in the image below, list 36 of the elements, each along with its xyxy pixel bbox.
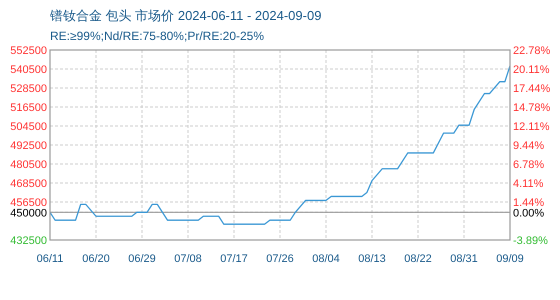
- y-tick-label: 540500: [10, 64, 47, 76]
- x-tick-label: 07/17: [220, 253, 248, 265]
- y2-tick-label: 14.78%: [513, 102, 551, 114]
- x-tick-label: 08/22: [404, 253, 432, 265]
- chart-subtitle: RE:≥99%;Nd/RE:75-80%;Pr/RE:20-25%: [50, 29, 264, 43]
- y2-tick-label: 6.78%: [513, 158, 544, 171]
- y-tick-label: 480500: [10, 159, 47, 171]
- y-tick-label: 528500: [10, 83, 47, 95]
- chart-title: 镨钕合金 包头 市场价 2024-06-11 - 2024-09-09: [49, 8, 322, 23]
- y-tick-label: 552500: [10, 45, 47, 57]
- y-tick-label: 468500: [10, 178, 47, 190]
- x-tick-label: 08/13: [358, 253, 386, 265]
- x-tick-label: 06/20: [82, 253, 110, 265]
- y-tick-label: 504500: [10, 121, 47, 133]
- y2-tick-label: 9.44%: [513, 140, 544, 152]
- line-series: [49, 65, 511, 225]
- y2-tick-label: 17.44%: [513, 83, 551, 96]
- y2-tick-label: -3.89%: [513, 235, 548, 247]
- y-tick-label: 450000: [10, 207, 47, 220]
- x-tick-label: 06/29: [128, 253, 156, 265]
- y-tick-label: 456500: [10, 197, 47, 209]
- x-tick-label: 09/09: [496, 253, 524, 265]
- x-tick-label: 07/08: [174, 253, 202, 265]
- x-tick-label: 08/31: [450, 253, 478, 265]
- y-tick-label: 516500: [10, 102, 47, 114]
- y2-tick-label: 22.78%: [513, 45, 551, 57]
- y-tick-label: 432500: [10, 235, 47, 247]
- y2-tick-label: 4.11%: [513, 178, 544, 190]
- x-tick-label: 06/11: [36, 253, 64, 265]
- y2-tick-label: 0.00%: [513, 207, 544, 220]
- x-tick-label: 07/26: [266, 253, 294, 265]
- y2-tick-label: 1.44%: [513, 197, 544, 210]
- y2-tick-label: 12.11%: [513, 121, 550, 134]
- y-tick-label: 492500: [10, 140, 47, 152]
- x-tick-label: 08/04: [312, 253, 340, 265]
- y2-tick-label: 20.11%: [513, 64, 550, 76]
